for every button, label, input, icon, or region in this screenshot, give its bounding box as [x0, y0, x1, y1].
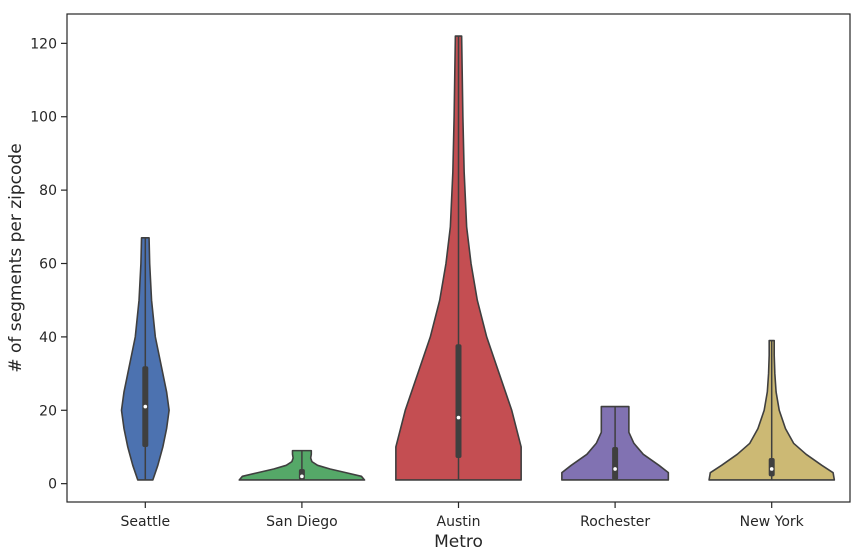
x-tick-label: New York — [740, 514, 805, 530]
y-tick-label: 100 — [30, 110, 57, 126]
violin-iqr-box — [612, 446, 619, 480]
y-tick-label: 0 — [48, 477, 57, 493]
violin-median-dot — [300, 474, 304, 479]
y-tick-label: 40 — [39, 330, 57, 346]
violin-median-dot — [143, 404, 148, 409]
violin-iqr-box — [298, 468, 305, 480]
violin-san-diego — [238, 449, 366, 481]
violin-median-dot — [613, 467, 617, 471]
y-tick-label: 80 — [39, 183, 57, 199]
violin-seattle — [120, 237, 170, 481]
violin-new-york — [708, 339, 836, 481]
x-tick-label: Rochester — [580, 514, 650, 530]
x-tick-label: Austin — [437, 514, 481, 530]
violin-median-dot — [456, 415, 461, 420]
violin-iqr-box — [455, 344, 462, 458]
x-tick-label: Seattle — [121, 514, 171, 530]
x-axis: Seattle San Diego Austin Rochester New York — [121, 502, 805, 530]
y-tick-label: 20 — [39, 403, 57, 419]
y-tick-label: 120 — [30, 36, 57, 52]
y-axis: 0 20 40 60 80 100 120 — [30, 36, 67, 493]
violins-group — [120, 35, 836, 481]
violin-austin — [395, 35, 522, 481]
violin-iqr-box — [768, 457, 775, 477]
x-tick-label: San Diego — [266, 514, 338, 530]
violin-rochester — [561, 405, 670, 481]
violin-median-dot — [769, 467, 774, 471]
y-axis-label: # of segments per zipcode — [6, 143, 26, 372]
x-axis-label: Metro — [434, 532, 483, 552]
y-tick-label: 60 — [39, 257, 57, 273]
